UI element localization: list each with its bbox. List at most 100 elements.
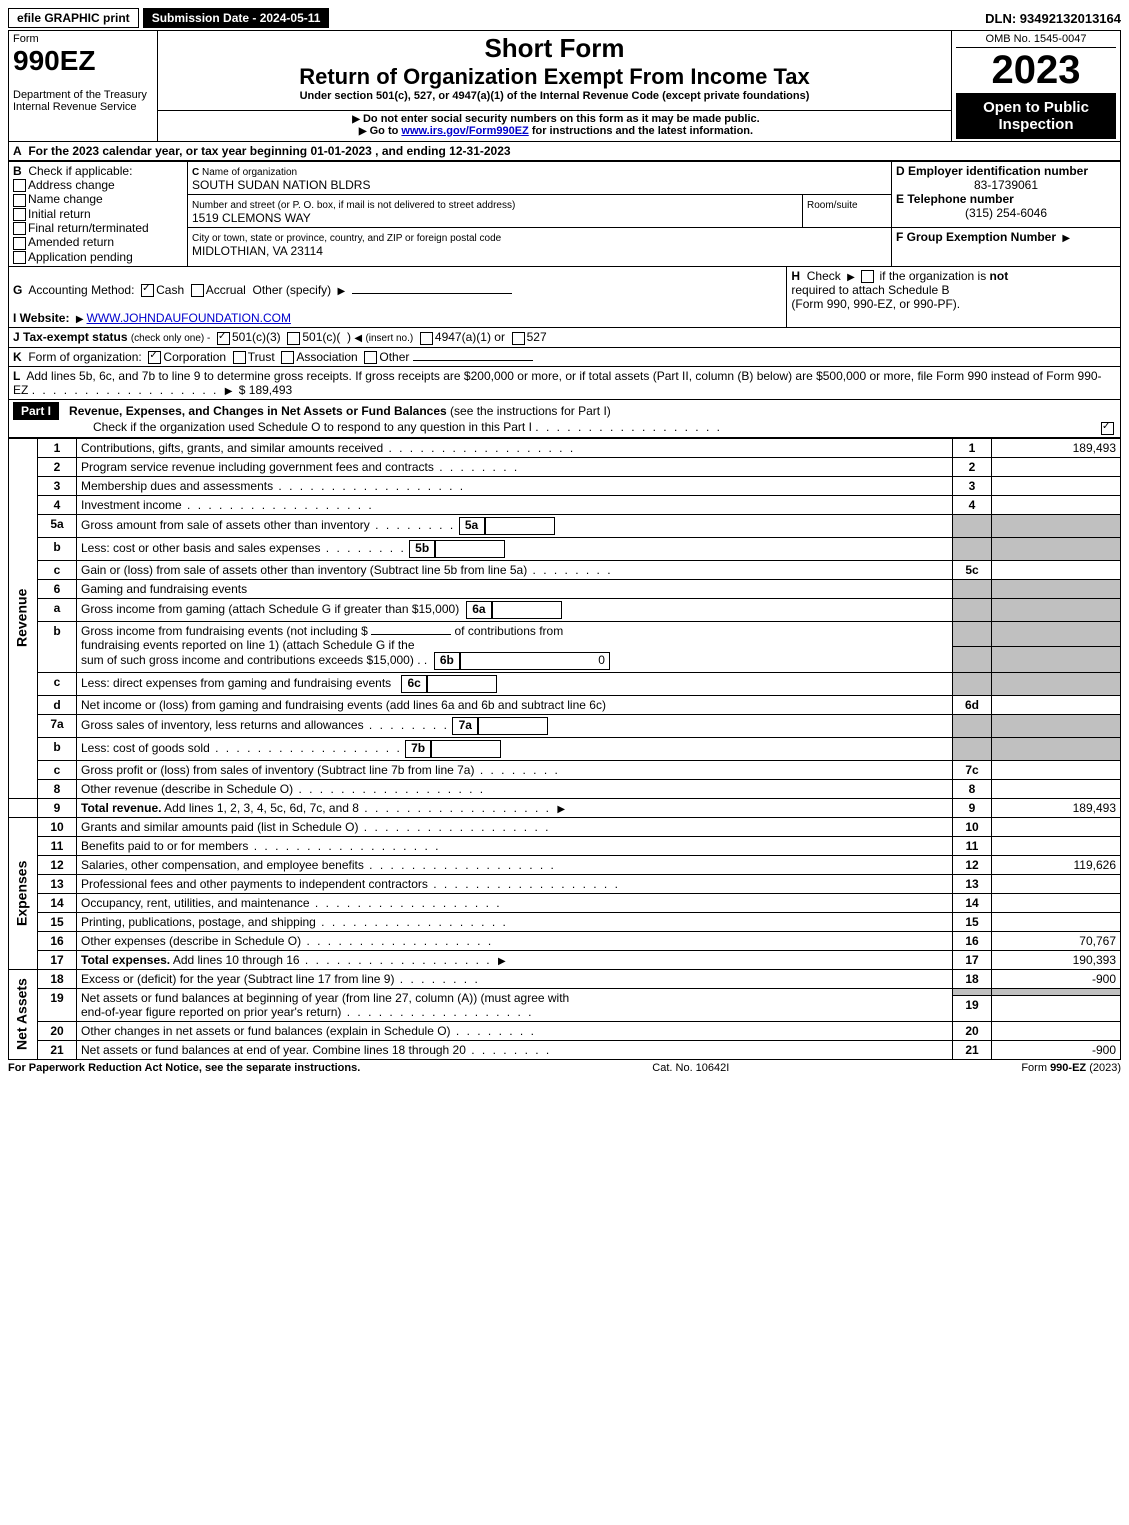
g-accrual: Accrual	[206, 283, 246, 297]
b-item: Initial return	[28, 207, 91, 221]
top-bar: efile GRAPHIC print Submission Date - 20…	[8, 8, 1121, 28]
label-a: A	[13, 144, 22, 158]
line-text: Gross income from gaming (attach Schedul…	[77, 598, 953, 621]
line-text: Printing, publications, postage, and shi…	[77, 912, 953, 931]
shaded-cell	[992, 647, 1121, 673]
instr2-post: for instructions and the latest informat…	[529, 125, 753, 137]
form-header: Form 990EZ Department of the Treasury In…	[8, 30, 1121, 142]
inline-label: 5a	[459, 517, 485, 535]
amount	[992, 560, 1121, 579]
short-form-title: Short Form	[162, 33, 947, 64]
checkbox-trust[interactable]	[233, 351, 246, 364]
label-h: H	[791, 269, 800, 283]
amount	[992, 817, 1121, 836]
line-text: Other revenue (describe in Schedule O)	[77, 779, 953, 798]
line-num: 4	[38, 495, 77, 514]
line-ref: 11	[953, 836, 992, 855]
street-value: 1519 CLEMONS WAY	[192, 211, 311, 225]
header-right-cell: OMB No. 1545-0047 2023 Open to Public In…	[952, 31, 1121, 142]
j-c-other-post: )	[347, 330, 351, 344]
k-other: Other	[379, 350, 409, 364]
section-c-street: Number and street (or P. O. box, if mail…	[188, 195, 803, 228]
submission-date-button[interactable]: Submission Date - 2024-05-11	[143, 8, 330, 28]
shaded-cell	[953, 514, 992, 537]
checkbox-527[interactable]	[512, 332, 525, 345]
checkbox-name-change[interactable]	[13, 194, 26, 207]
line-num: c	[38, 560, 77, 579]
checkbox-initial-return[interactable]	[13, 208, 26, 221]
checkbox-h[interactable]	[861, 270, 874, 283]
arrow-icon	[349, 113, 363, 125]
checkbox-amended-return[interactable]	[13, 237, 26, 250]
tax-year: 2023	[956, 48, 1116, 93]
line-text: Gain or (loss) from sale of assets other…	[77, 560, 953, 579]
open-public-badge: Open to Public Inspection	[956, 93, 1116, 139]
j-c-other-pre: 501(c)(	[302, 330, 340, 344]
section-b: B Check if applicable: Address change Na…	[9, 162, 188, 267]
line-text: Total revenue. Add lines 1, 2, 3, 4, 5c,…	[77, 798, 953, 817]
checkbox-accrual[interactable]	[191, 284, 204, 297]
instructions-link[interactable]: www.irs.gov/Form990EZ	[401, 125, 528, 137]
header-left-cell: Form 990EZ Department of the Treasury In…	[9, 31, 158, 142]
line-text: Contributions, gifts, grants, and simila…	[77, 438, 953, 457]
line-text: Investment income	[77, 495, 953, 514]
shaded-cell	[953, 672, 992, 695]
checkbox-501c3[interactable]	[217, 332, 230, 345]
line-text: Less: direct expenses from gaming and fu…	[77, 672, 953, 695]
sections-b-f: B Check if applicable: Address change Na…	[8, 161, 1121, 267]
checkbox-4947[interactable]	[420, 332, 433, 345]
checkbox-assoc[interactable]	[281, 351, 294, 364]
other-org-input[interactable]	[413, 360, 533, 361]
checkbox-address-change[interactable]	[13, 179, 26, 192]
checkbox-final-return[interactable]	[13, 222, 26, 235]
amount: 190,393	[992, 950, 1121, 969]
shaded-cell	[953, 598, 992, 621]
line-ref: 15	[953, 912, 992, 931]
checkbox-application-pending[interactable]	[13, 251, 26, 264]
instr2-pre: Go to	[370, 125, 402, 137]
shaded-cell	[992, 988, 1121, 995]
line-ref: 17	[953, 950, 992, 969]
line-text: Gross profit or (loss) from sales of inv…	[77, 760, 953, 779]
line-ref: 16	[953, 931, 992, 950]
inline-label: 6c	[401, 675, 427, 693]
line-ref: 7c	[953, 760, 992, 779]
line-ref: 10	[953, 817, 992, 836]
label-c: C	[192, 167, 199, 178]
efile-print-button[interactable]: efile GRAPHIC print	[8, 8, 139, 28]
checkbox-cash[interactable]	[141, 284, 154, 297]
shaded-cell	[992, 714, 1121, 737]
amount	[992, 893, 1121, 912]
line-text: Net assets or fund balances at beginning…	[77, 988, 953, 1021]
shaded-cell	[992, 537, 1121, 560]
other-specify-input[interactable]	[352, 293, 512, 294]
shaded-cell	[992, 579, 1121, 598]
inline-value	[485, 517, 555, 535]
checkbox-corp[interactable]	[148, 351, 161, 364]
contrib-input[interactable]	[371, 634, 451, 635]
shaded-cell	[992, 737, 1121, 760]
line-num: 2	[38, 457, 77, 476]
shaded-cell	[953, 579, 992, 598]
l-amount: $ 189,493	[239, 383, 292, 397]
h-line3: (Form 990, 990-EZ, or 990-PF).	[791, 297, 960, 311]
line-ref: 18	[953, 969, 992, 988]
label-l: L	[13, 369, 20, 383]
checkbox-schedule-o[interactable]	[1101, 422, 1114, 435]
footer-right: Form 990-EZ (2023)	[1021, 1062, 1121, 1074]
line-num: 3	[38, 476, 77, 495]
room-suite: Room/suite	[803, 195, 892, 228]
part1-paren: (see the instructions for Part I)	[450, 404, 611, 418]
line-num: b	[38, 737, 77, 760]
line-num: 6	[38, 579, 77, 598]
checkbox-501c-other[interactable]	[287, 332, 300, 345]
line-ref: 2	[953, 457, 992, 476]
k-trust: Trust	[248, 350, 275, 364]
header-center-cell: Short Form Return of Organization Exempt…	[158, 31, 952, 111]
lines-table: Revenue 1 Contributions, gifts, grants, …	[8, 438, 1121, 1060]
line-num: b	[38, 537, 77, 560]
line-ref: 6d	[953, 695, 992, 714]
checkbox-other-org[interactable]	[364, 351, 377, 364]
website-link[interactable]: WWW.JOHNDAUFOUNDATION.COM	[87, 311, 291, 325]
arrow-icon	[844, 269, 858, 283]
